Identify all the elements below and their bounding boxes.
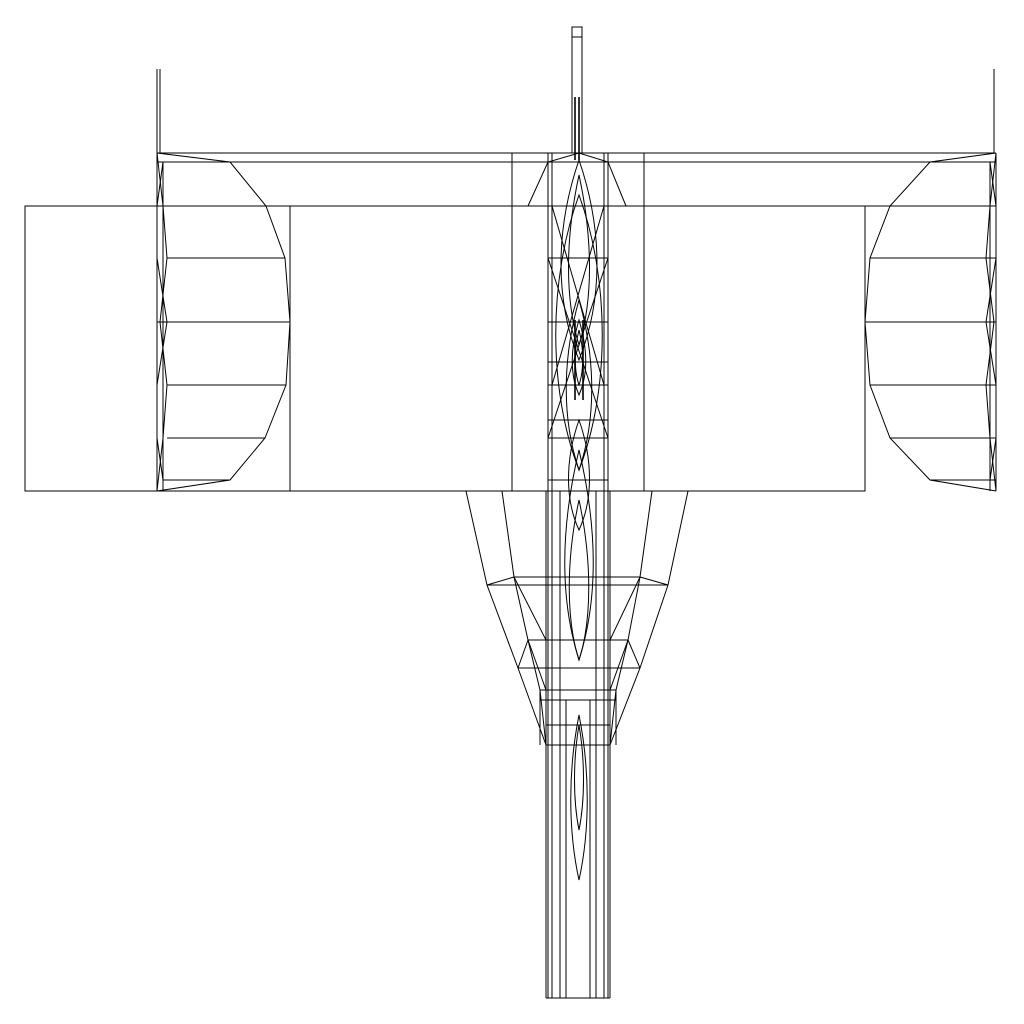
left-engine-nacelle bbox=[156, 152, 291, 492]
right-engine-nacelle bbox=[864, 152, 997, 492]
horizontal-stabilizer bbox=[156, 69, 996, 163]
fuselage-rear-cone bbox=[465, 490, 689, 746]
main-wing bbox=[24, 153, 996, 492]
fuselage-upper bbox=[527, 152, 627, 999]
tail-fin bbox=[571, 26, 583, 160]
